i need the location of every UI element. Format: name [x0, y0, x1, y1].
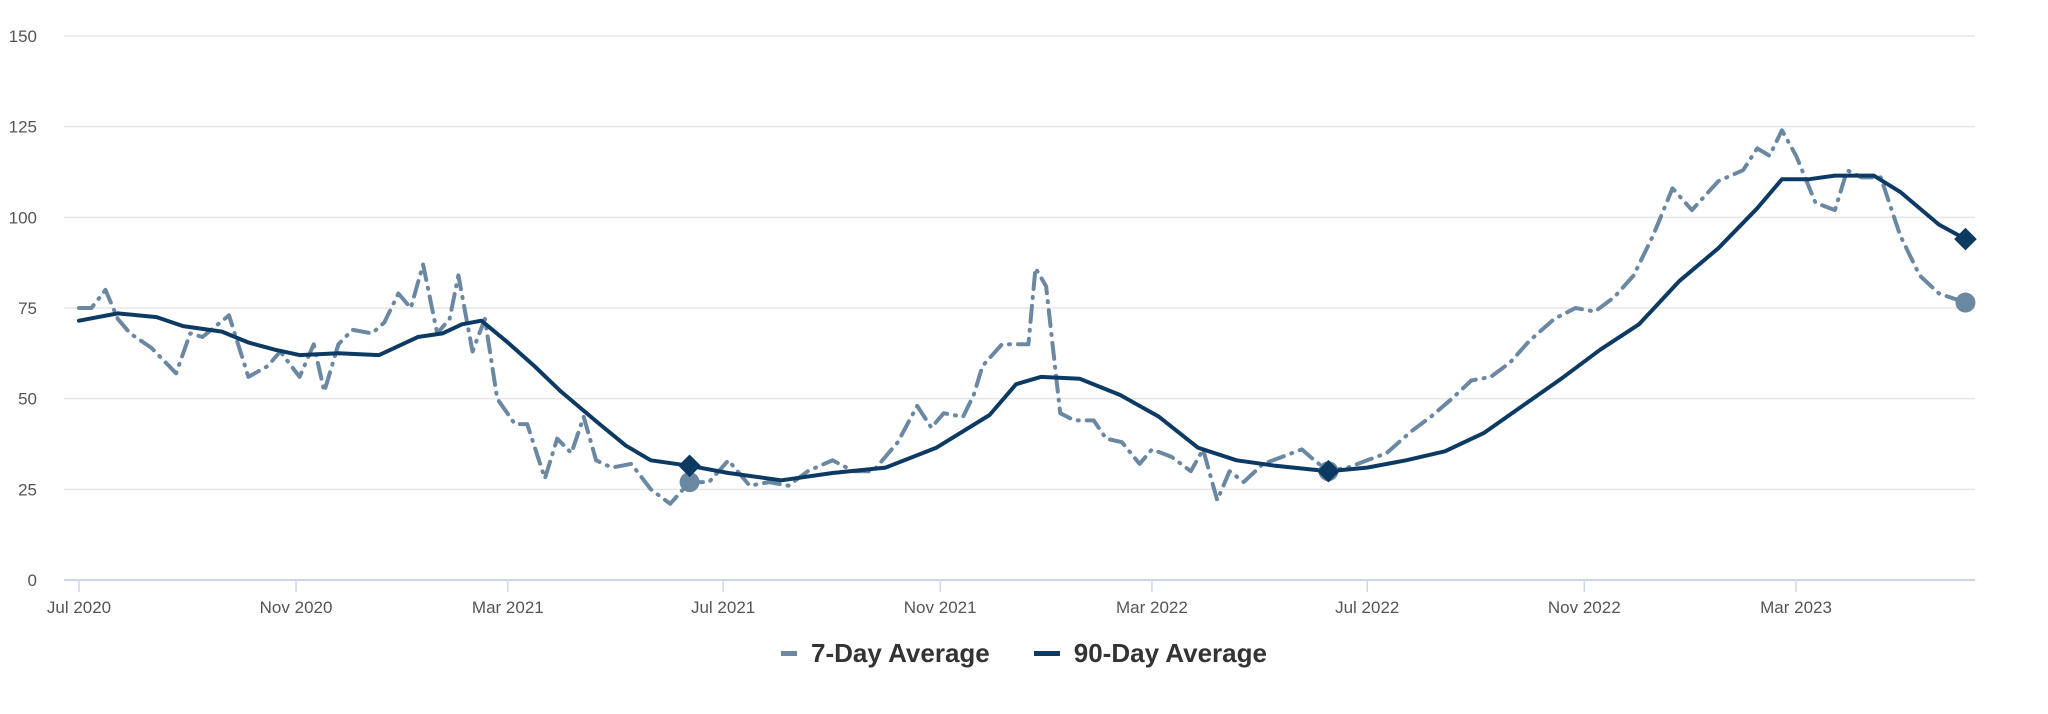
x-axis: Jul 2020 Nov 2020 Mar 2021 Jul 2021 Nov 2021… [47, 579, 1975, 617]
series-line-7-day-average [77, 128, 1968, 506]
x-tick-label: Mar 2023 [1760, 598, 1832, 617]
legend-swatch-solid [1033, 651, 1060, 656]
x-tick-label: Jul 2022 [1335, 598, 1399, 617]
legend-item-7-day[interactable]: 7-Day Average [781, 638, 990, 669]
data-point-marker [678, 454, 701, 478]
x-tick-label: Nov 2022 [1548, 598, 1621, 617]
series-markers [678, 227, 1977, 493]
line-chart: 0 25 50 75 100 125 150 Jul 2020 Nov 2020 Mar 202… [9, 27, 1977, 617]
x-tick-label: Mar 2021 [472, 598, 544, 617]
legend-item-90-day[interactable]: 90-Day Average [1033, 638, 1267, 669]
data-point-marker [1955, 292, 1976, 313]
y-tick-label: 25 [18, 480, 37, 499]
y-tick-label: 100 [9, 208, 37, 227]
x-tick-label: Nov 2020 [260, 598, 333, 617]
series-lines [77, 128, 1968, 506]
legend-swatch-dashed [781, 651, 798, 656]
legend: 7-Day Average 90-Day Average [0, 638, 2048, 669]
grid-lines [64, 35, 1975, 491]
y-tick-label: 75 [18, 299, 37, 318]
y-tick-label: 125 [9, 118, 37, 137]
x-tick-label: Mar 2022 [1116, 598, 1188, 617]
x-tick-label: Jul 2020 [47, 598, 111, 617]
y-axis-ticks: 0 25 50 75 100 125 150 [9, 27, 37, 590]
legend-label: 90-Day Average [1073, 638, 1267, 668]
y-tick-label: 150 [9, 27, 37, 46]
y-tick-label: 50 [18, 390, 37, 409]
y-tick-label: 0 [28, 571, 37, 590]
x-tick-label: Jul 2021 [691, 598, 755, 617]
legend-label: 7-Day Average [811, 638, 990, 668]
data-point-marker [1954, 227, 1977, 251]
x-tick-label: Nov 2021 [904, 598, 977, 617]
data-point-marker [1317, 459, 1340, 483]
data-point-marker [679, 472, 700, 493]
series-line-90-day-average [77, 173, 1968, 483]
